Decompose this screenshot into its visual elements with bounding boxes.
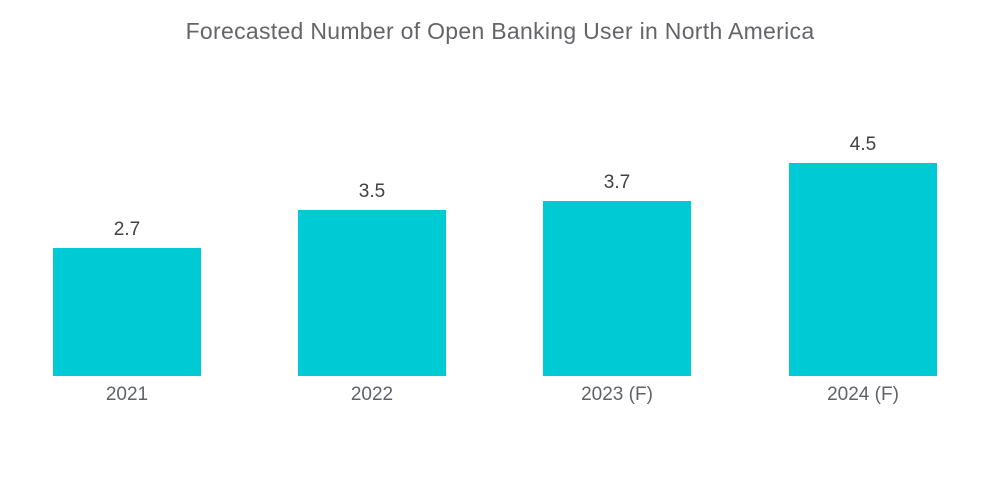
bar-value-label: 4.5 xyxy=(849,134,877,155)
bar xyxy=(543,201,691,376)
bar-value-label: 2.7 xyxy=(113,219,141,240)
bar xyxy=(789,163,937,376)
chart-title: Forecasted Number of Open Banking User i… xyxy=(185,18,815,44)
bar xyxy=(53,248,201,376)
bar-column-2022: 3.5 2022 xyxy=(298,181,446,404)
bar-column-2021: 2.7 2021 xyxy=(53,219,201,404)
bar-category-label: 2021 xyxy=(105,384,149,405)
bar-category-label: 2022 xyxy=(350,384,394,405)
bar-column-2023: 3.7 2023 (F) xyxy=(543,172,691,404)
bar-category-label: 2023 (F) xyxy=(581,384,653,405)
bar-value-label: 3.7 xyxy=(603,172,631,193)
bar-category-label: 2024 (F) xyxy=(827,384,899,405)
bar-column-2024: 4.5 2024 (F) xyxy=(789,134,937,404)
bar xyxy=(298,210,446,376)
bar-value-label: 3.5 xyxy=(358,181,386,202)
